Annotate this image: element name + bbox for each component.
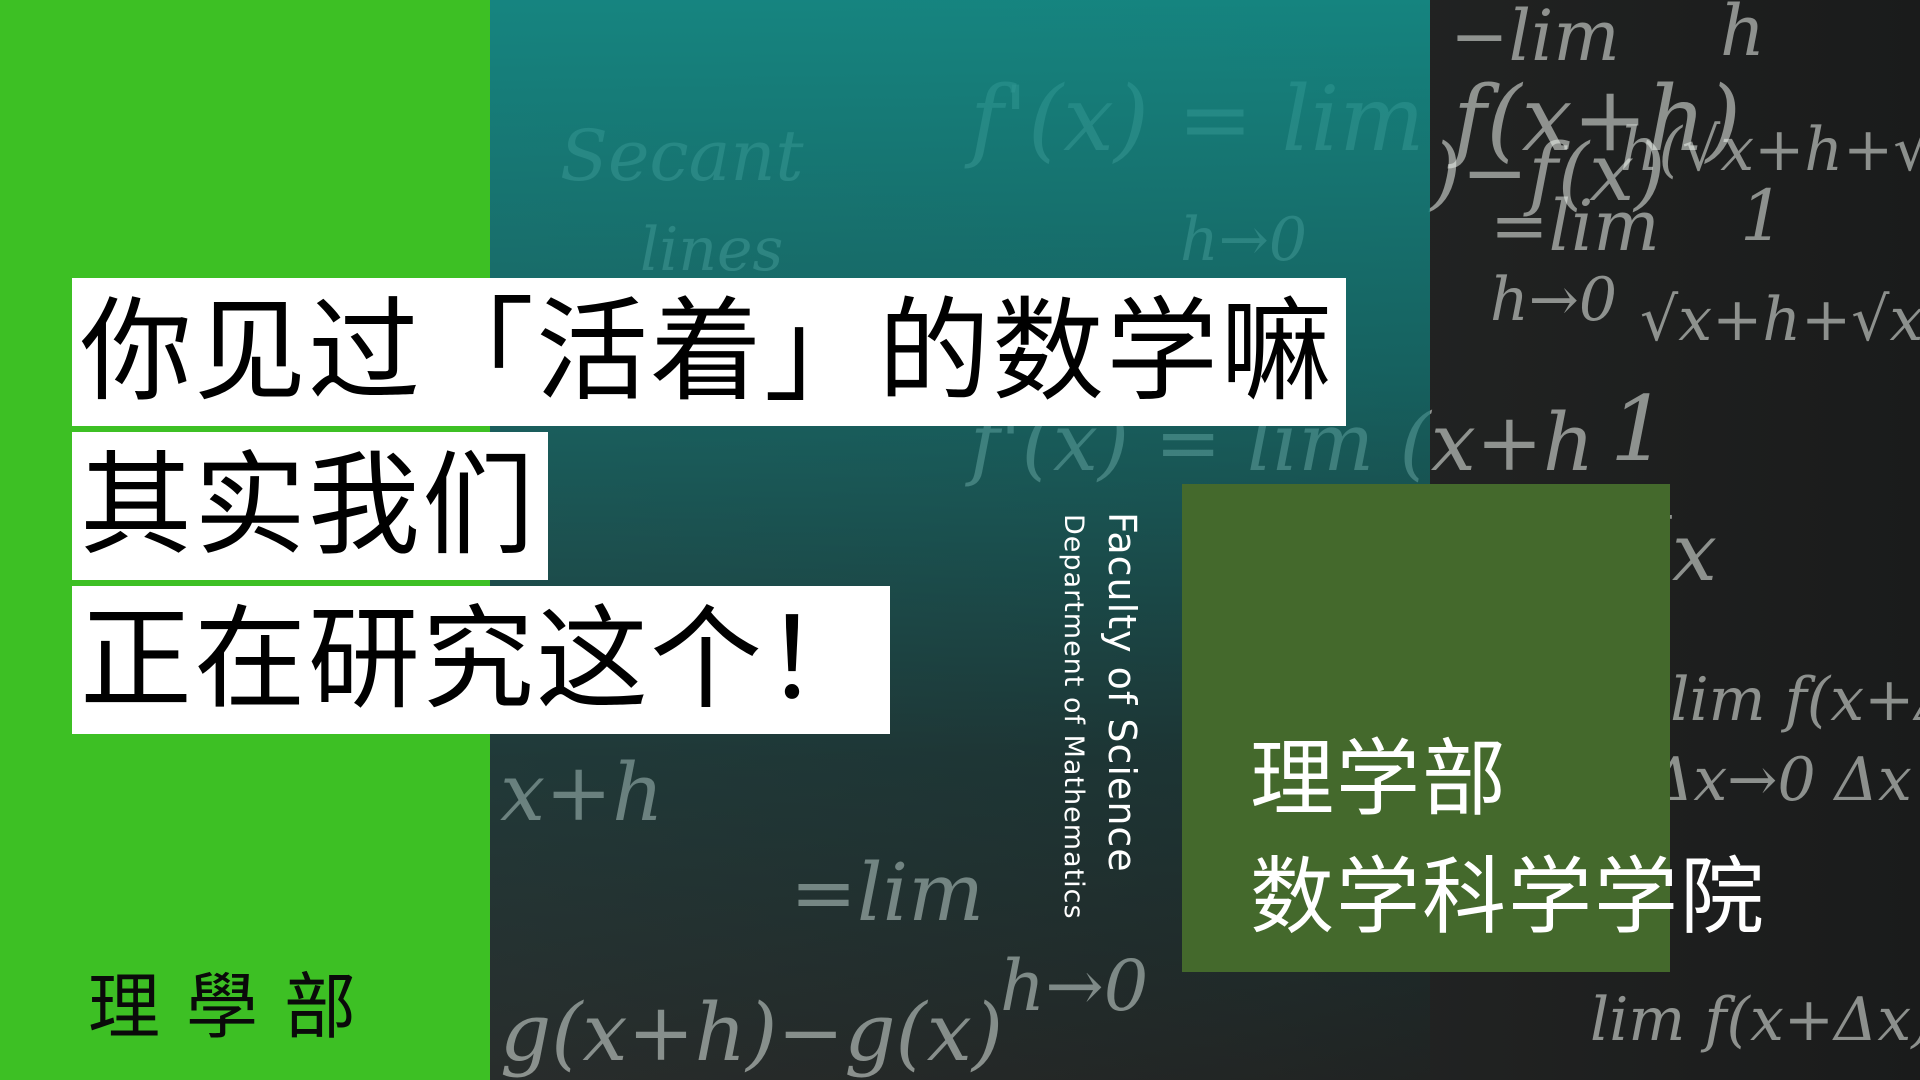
chalk-r-sqrt: √x+h+√x bbox=[1640, 285, 1920, 355]
headline: 你见过「活着」的数学嘛 其实我们 正在研究这个！ bbox=[72, 278, 1346, 740]
chalk-r-one: 1 bbox=[1610, 377, 1667, 482]
department-box bbox=[1182, 484, 1670, 972]
department-of-mathematics-label: Department of Mathematics bbox=[1058, 514, 1089, 920]
chalk-r-lim3: =lim f(x+Δx) bbox=[1620, 665, 1920, 735]
chalk-r-1: 1 bbox=[1740, 175, 1785, 257]
chalk-r-dx: Δx→0 Δx bbox=[1648, 745, 1912, 815]
chalk-r-bottom: lim f(x+Δx) bbox=[1590, 985, 1920, 1055]
chalk-r-lim1: −lim bbox=[1450, 0, 1620, 77]
chalk-r-h: h bbox=[1720, 0, 1765, 72]
department-box-line-1: 理学部 bbox=[1250, 730, 1509, 828]
headline-line-1: 你见过「活着」的数学嘛 bbox=[72, 278, 1346, 426]
chalk-r-lim2: =lim bbox=[1490, 185, 1660, 267]
seal-logo: 理學部 bbox=[88, 965, 383, 1049]
headline-line-3: 正在研究这个！ bbox=[72, 586, 890, 734]
chalk-r-fx: )−f(x) bbox=[1428, 126, 1665, 219]
faculty-of-science-label: Faculty of Science bbox=[1100, 512, 1144, 873]
chalk-r-hsqrt: h(√x+h+√x) bbox=[1620, 115, 1920, 185]
chalk-r-h0: h→0 bbox=[1490, 265, 1617, 335]
department-box-line-2: 数学科学学院 bbox=[1250, 848, 1767, 946]
headline-line-2: 其实我们 bbox=[72, 432, 548, 580]
